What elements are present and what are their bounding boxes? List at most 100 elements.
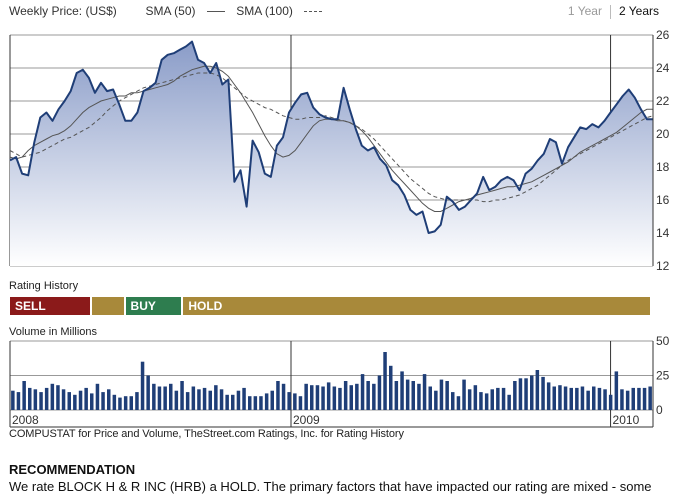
volume-bar (163, 386, 167, 410)
volume-bar (185, 392, 190, 410)
volume-bar (456, 396, 461, 410)
volume-bar (310, 385, 314, 410)
volume-bar (129, 396, 133, 410)
volume-bar (208, 390, 212, 410)
volume-bar (225, 394, 229, 410)
volume-bar (586, 390, 590, 410)
source-note: COMPUSTAT for Price and Volume, TheStree… (9, 428, 404, 440)
volume-bar (61, 389, 66, 410)
volume-bar (451, 392, 455, 410)
sma50-legend-label: SMA (50) (145, 4, 196, 18)
volume-bar (473, 385, 478, 410)
volume-bar (332, 386, 337, 410)
volume-bar (78, 390, 83, 410)
volume-bar (445, 381, 449, 410)
price-tick-label: 20 (656, 127, 670, 141)
volume-bar (270, 390, 274, 410)
volume-bar (417, 383, 421, 410)
volume-bar (484, 393, 489, 410)
recommendation-text: We rate BLOCK H & R INC (HRB) a HOLD. Th… (9, 479, 652, 494)
volume-bar (614, 371, 619, 410)
volume-bar (326, 382, 331, 410)
volume-bar (513, 381, 517, 410)
volume-bar (394, 381, 399, 410)
rating-segment-hold: HOLD (183, 297, 650, 315)
volume-bar (253, 396, 258, 410)
volume-bar (338, 387, 342, 410)
price-tick-label: 16 (656, 193, 670, 207)
volume-bar (84, 387, 88, 410)
volume-bar (197, 389, 201, 410)
volume-bar (411, 381, 415, 410)
volume-bar (501, 387, 506, 410)
rating-history-bar: SELL BUY HOLD (10, 297, 652, 315)
volume-label: Volume in Millions (9, 326, 98, 338)
volume-bar (524, 378, 528, 410)
volume-bar (597, 387, 602, 410)
volume-bar (355, 383, 359, 410)
volume-tick-label: 0 (656, 403, 663, 417)
volume-bar (631, 387, 635, 410)
rating-segment-buy: BUY (125, 297, 182, 315)
volume-bar (637, 387, 641, 410)
volume-bar (214, 385, 218, 410)
volume-bar (507, 394, 511, 410)
volume-bar (304, 383, 308, 410)
volume-bar (434, 390, 438, 410)
price-chart: 12 14 16 18 20 22 24 26 (9, 28, 670, 273)
volume-bar (467, 389, 472, 410)
price-tick-label: 22 (656, 94, 670, 108)
volume-bar (366, 381, 370, 410)
price-tick-label: 12 (656, 259, 670, 273)
volume-bar (496, 387, 500, 410)
volume-bar (608, 394, 613, 410)
range-option-2-years[interactable]: 2 Years (618, 4, 659, 18)
range-selector: 1 Year 2 Years (560, 4, 667, 19)
range-option-1-year[interactable]: 1 Year (567, 4, 602, 18)
volume-bar (39, 392, 43, 410)
volume-bar (169, 383, 173, 410)
volume-bar (546, 382, 551, 410)
sma50-legend-swatch (206, 11, 225, 13)
volume-bar (293, 393, 297, 410)
volume-chart: 0 25 50 2008 2009 2010 (9, 334, 670, 428)
rating-segment (92, 297, 124, 315)
volume-bar (123, 396, 128, 410)
volume-bar (580, 386, 585, 410)
price-tick-label: 18 (656, 160, 670, 174)
volume-bar (112, 394, 117, 410)
sma100-legend-swatch (304, 11, 323, 13)
period-label: 2009 (293, 413, 320, 427)
volume-bar (157, 386, 162, 410)
volume-bar (22, 381, 26, 410)
volume-bar (563, 386, 568, 410)
volume-bar (276, 381, 280, 410)
volume-bar (360, 374, 365, 410)
volume-bar (569, 387, 573, 410)
volume-bar (648, 386, 652, 410)
rating-segment-sell: SELL (10, 297, 91, 315)
sma100-legend-label: SMA (100) (236, 4, 293, 18)
volume-bar (73, 394, 77, 410)
volume-bar (343, 381, 348, 410)
volume-bar (174, 390, 179, 410)
price-area-fill (10, 41, 653, 266)
volume-bar (152, 383, 156, 410)
volume-bar (95, 383, 100, 410)
chart-legend: Weekly Price: (US$) SMA (50) SMA (100) (9, 4, 330, 18)
volume-bar (558, 385, 562, 410)
volume-bar (118, 397, 122, 410)
volume-bar (535, 370, 540, 410)
volume-bar (180, 381, 184, 410)
volume-bar (603, 389, 607, 410)
period-label: 2010 (613, 413, 640, 427)
volume-bar (44, 387, 49, 410)
volume-bar (264, 393, 269, 410)
volume-bar (90, 393, 94, 410)
volume-bar (11, 390, 15, 410)
volume-bar (191, 386, 196, 410)
volume-bar (146, 375, 150, 410)
volume-bar (428, 386, 432, 410)
volume-bar (248, 396, 252, 410)
volume-bar (479, 392, 483, 410)
